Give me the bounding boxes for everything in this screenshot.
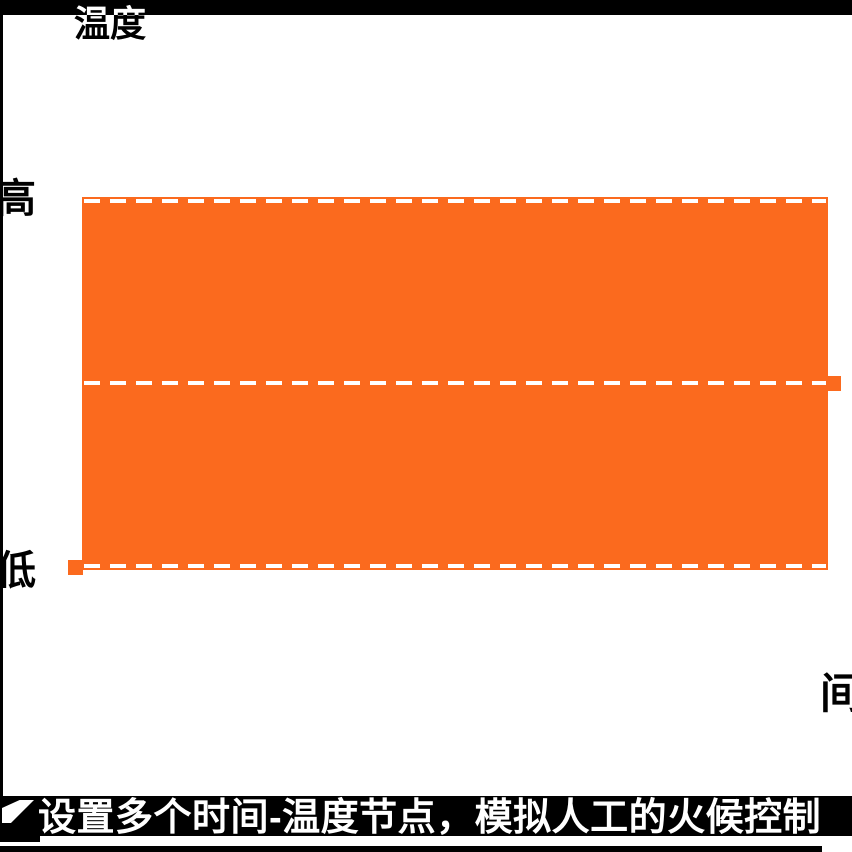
bottom-letterbox-bar: [0, 846, 822, 852]
top-letterbox-bar: [0, 0, 852, 15]
dashed-level-mid: [84, 381, 826, 385]
y-tick-low-label: 低: [0, 549, 36, 593]
caption-text: 设置多个时间-温度节点，模拟人工的火候控制: [38, 797, 822, 839]
y-tick-high-label: 高: [0, 177, 36, 221]
left-frame-line: [0, 0, 3, 800]
node-marker-mid-right: [826, 376, 841, 391]
node-marker-low-left: [68, 560, 83, 575]
dashed-level-high: [84, 199, 826, 203]
caption-background-band: [0, 796, 852, 836]
x-axis-label: 间: [820, 670, 852, 717]
caption-band-left-extension: [0, 836, 40, 842]
dashed-level-low: [84, 564, 826, 568]
y-axis-title: 温度: [74, 3, 147, 44]
